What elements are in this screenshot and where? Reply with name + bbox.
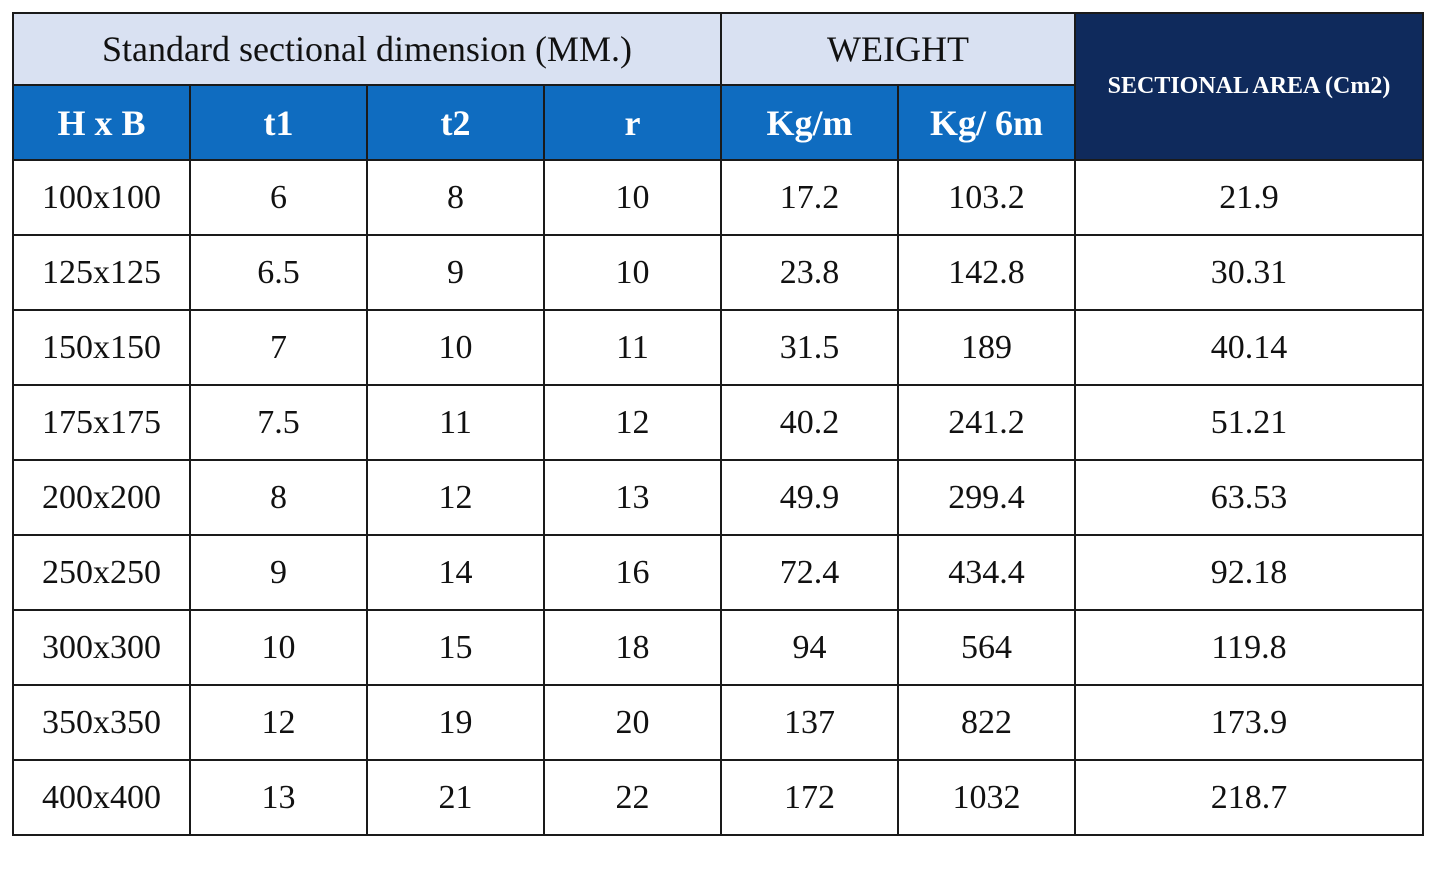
- table-body: 100x100 6 8 10 17.2 103.2 21.9 125x125 6…: [12, 159, 1424, 836]
- table-row: 350x350 12 19 20 137 822 173.9: [12, 684, 1424, 761]
- cell-t2: 14: [366, 534, 545, 611]
- cell-t2: 19: [366, 684, 545, 761]
- cell-hxb: 100x100: [12, 159, 191, 236]
- cell-t1: 7.5: [189, 384, 368, 461]
- cell-kg-per-m: 40.2: [720, 384, 899, 461]
- cell-kg-per-m: 49.9: [720, 459, 899, 536]
- cell-kg-per-6m: 241.2: [897, 384, 1076, 461]
- cell-t2: 11: [366, 384, 545, 461]
- sectional-area-header: SECTIONAL AREA (Cm2): [1074, 12, 1424, 161]
- cell-t1: 10: [189, 609, 368, 686]
- cell-kg-per-6m: 103.2: [897, 159, 1076, 236]
- cell-t2: 10: [366, 309, 545, 386]
- column-header-r: r: [543, 84, 722, 161]
- table-row: 100x100 6 8 10 17.2 103.2 21.9: [12, 159, 1424, 236]
- cell-t1: 7: [189, 309, 368, 386]
- column-header-kg-per-6m: Kg/ 6m: [897, 84, 1076, 161]
- cell-t1: 6.5: [189, 234, 368, 311]
- cell-sectional-area: 173.9: [1074, 684, 1424, 761]
- cell-t1: 8: [189, 459, 368, 536]
- cell-r: 10: [543, 234, 722, 311]
- cell-sectional-area: 30.31: [1074, 234, 1424, 311]
- cell-t1: 6: [189, 159, 368, 236]
- table-row: 400x400 13 21 22 172 1032 218.7: [12, 759, 1424, 836]
- cell-hxb: 150x150: [12, 309, 191, 386]
- cell-hxb: 175x175: [12, 384, 191, 461]
- cell-kg-per-6m: 299.4: [897, 459, 1076, 536]
- cell-t1: 13: [189, 759, 368, 836]
- cell-sectional-area: 21.9: [1074, 159, 1424, 236]
- cell-kg-per-6m: 434.4: [897, 534, 1076, 611]
- cell-kg-per-m: 72.4: [720, 534, 899, 611]
- cell-hxb: 400x400: [12, 759, 191, 836]
- cell-t2: 12: [366, 459, 545, 536]
- cell-r: 20: [543, 684, 722, 761]
- cell-kg-per-m: 23.8: [720, 234, 899, 311]
- cell-kg-per-6m: 142.8: [897, 234, 1076, 311]
- table-row: 300x300 10 15 18 94 564 119.8: [12, 609, 1424, 686]
- cell-t2: 8: [366, 159, 545, 236]
- cell-hxb: 350x350: [12, 684, 191, 761]
- table-row: 200x200 8 12 13 49.9 299.4 63.53: [12, 459, 1424, 536]
- cell-sectional-area: 63.53: [1074, 459, 1424, 536]
- cell-hxb: 300x300: [12, 609, 191, 686]
- cell-sectional-area: 218.7: [1074, 759, 1424, 836]
- h-beam-spec-table: Standard sectional dimension (MM.) WEIGH…: [12, 12, 1424, 836]
- cell-r: 11: [543, 309, 722, 386]
- cell-t2: 9: [366, 234, 545, 311]
- cell-kg-per-6m: 189: [897, 309, 1076, 386]
- cell-kg-per-6m: 822: [897, 684, 1076, 761]
- cell-hxb: 125x125: [12, 234, 191, 311]
- cell-t1: 9: [189, 534, 368, 611]
- cell-kg-per-m: 137: [720, 684, 899, 761]
- cell-sectional-area: 119.8: [1074, 609, 1424, 686]
- cell-r: 18: [543, 609, 722, 686]
- column-header-t1: t1: [189, 84, 368, 161]
- cell-kg-per-m: 172: [720, 759, 899, 836]
- cell-r: 13: [543, 459, 722, 536]
- cell-r: 10: [543, 159, 722, 236]
- cell-sectional-area: 40.14: [1074, 309, 1424, 386]
- cell-sectional-area: 92.18: [1074, 534, 1424, 611]
- spec-table-container: Standard sectional dimension (MM.) WEIGH…: [12, 12, 1424, 836]
- cell-kg-per-6m: 1032: [897, 759, 1076, 836]
- cell-r: 16: [543, 534, 722, 611]
- column-header-t2: t2: [366, 84, 545, 161]
- column-header-kg-per-m: Kg/m: [720, 84, 899, 161]
- cell-kg-per-m: 94: [720, 609, 899, 686]
- cell-hxb: 250x250: [12, 534, 191, 611]
- cell-t1: 12: [189, 684, 368, 761]
- table-row: 250x250 9 14 16 72.4 434.4 92.18: [12, 534, 1424, 611]
- cell-kg-per-6m: 564: [897, 609, 1076, 686]
- cell-t2: 15: [366, 609, 545, 686]
- table-row: 175x175 7.5 11 12 40.2 241.2 51.21: [12, 384, 1424, 461]
- cell-hxb: 200x200: [12, 459, 191, 536]
- table-row: 150x150 7 10 11 31.5 189 40.14: [12, 309, 1424, 386]
- cell-t2: 21: [366, 759, 545, 836]
- table-row: 125x125 6.5 9 10 23.8 142.8 30.31: [12, 234, 1424, 311]
- cell-kg-per-m: 31.5: [720, 309, 899, 386]
- cell-sectional-area: 51.21: [1074, 384, 1424, 461]
- cell-r: 22: [543, 759, 722, 836]
- cell-kg-per-m: 17.2: [720, 159, 899, 236]
- cell-r: 12: [543, 384, 722, 461]
- weight-group-header: WEIGHT: [720, 12, 1076, 86]
- column-header-hxb: H x B: [12, 84, 191, 161]
- dimension-group-header: Standard sectional dimension (MM.): [12, 12, 722, 86]
